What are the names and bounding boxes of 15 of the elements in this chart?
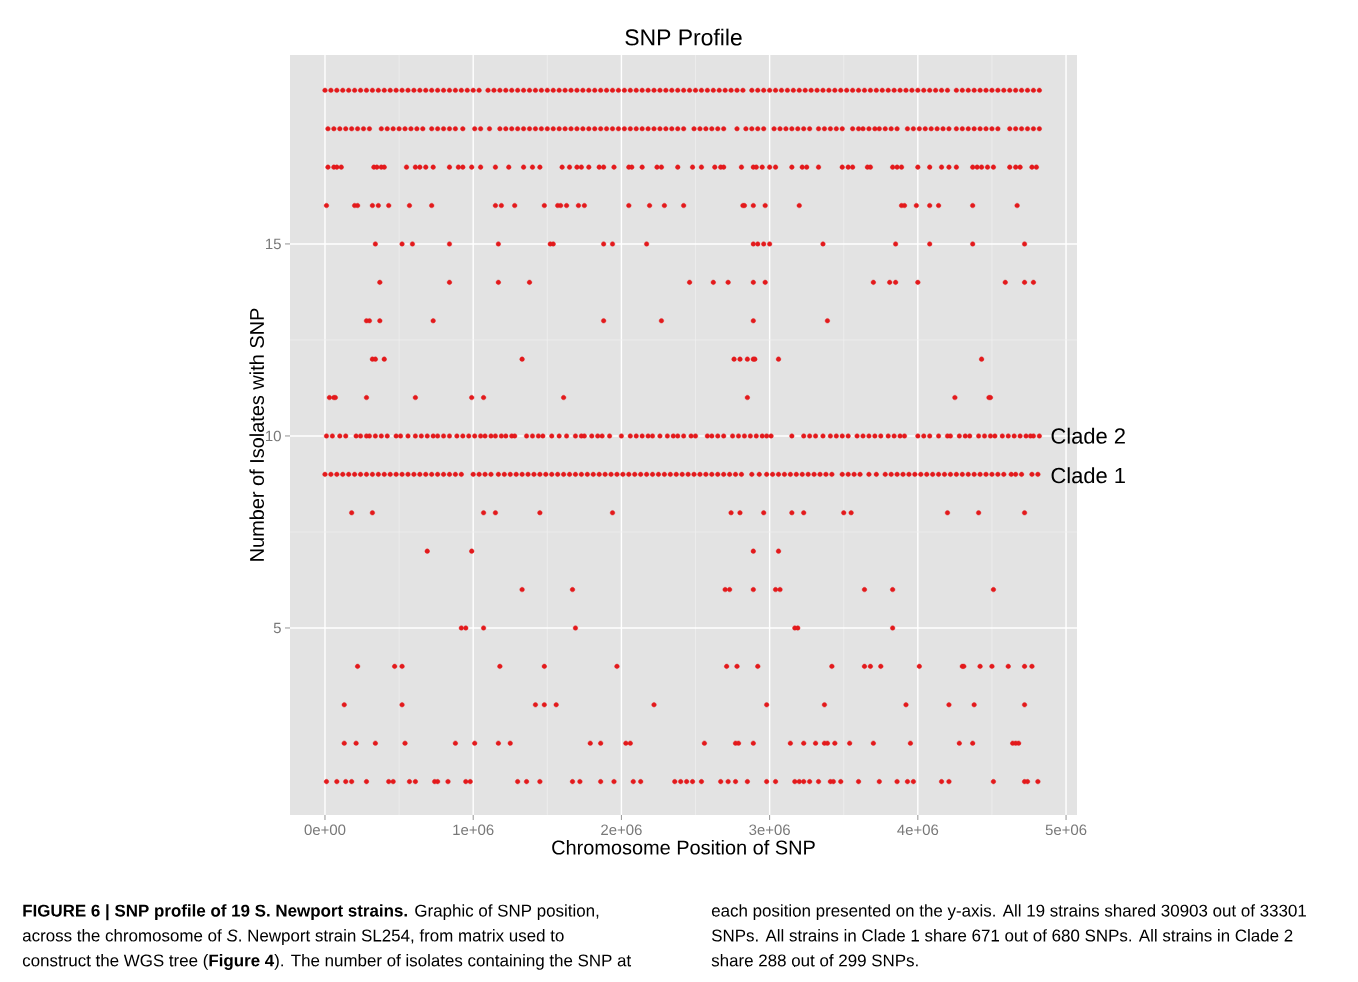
y-tick-label: 10 <box>266 430 281 442</box>
x-tick-label: 4e+06 <box>897 824 939 836</box>
x-tick-label: 5e+06 <box>1045 824 1087 836</box>
annotation: Clade 1 <box>1051 467 1125 484</box>
x-tick-label: 3e+06 <box>749 824 790 836</box>
y-axis-title: Number of Isolates with SNP <box>249 308 265 561</box>
x-tick-label: 2e+06 <box>601 824 642 836</box>
y-tick-label: 5 <box>273 622 281 634</box>
chart-title: SNP Profile <box>625 28 742 46</box>
x-tick-label: 0e+00 <box>304 824 346 836</box>
annotation: Clade 2 <box>1051 427 1125 444</box>
text: FIGURE 6 | SNP profile of 19 S. Newport strains. Graphic of SNP position, across the chromosome of S. Newport strain SL254, from matrix used to construct the WGS tree (Figure 4). The number of isolates containing the SNP at each position presented on the y-axis. All 19 strains shared 30903 out of 33301 SNPs. All strains in Clade 1 share 671 out of 680 SNPs. All strains in Clade 2 share 288 out of 299 SNPs. <box>22 904 1306 970</box>
x-axis-title: Chromosome Position of SNP <box>552 839 815 855</box>
x-tick-label: 1e+06 <box>453 824 494 836</box>
y-tick-label: 15 <box>266 238 281 250</box>
